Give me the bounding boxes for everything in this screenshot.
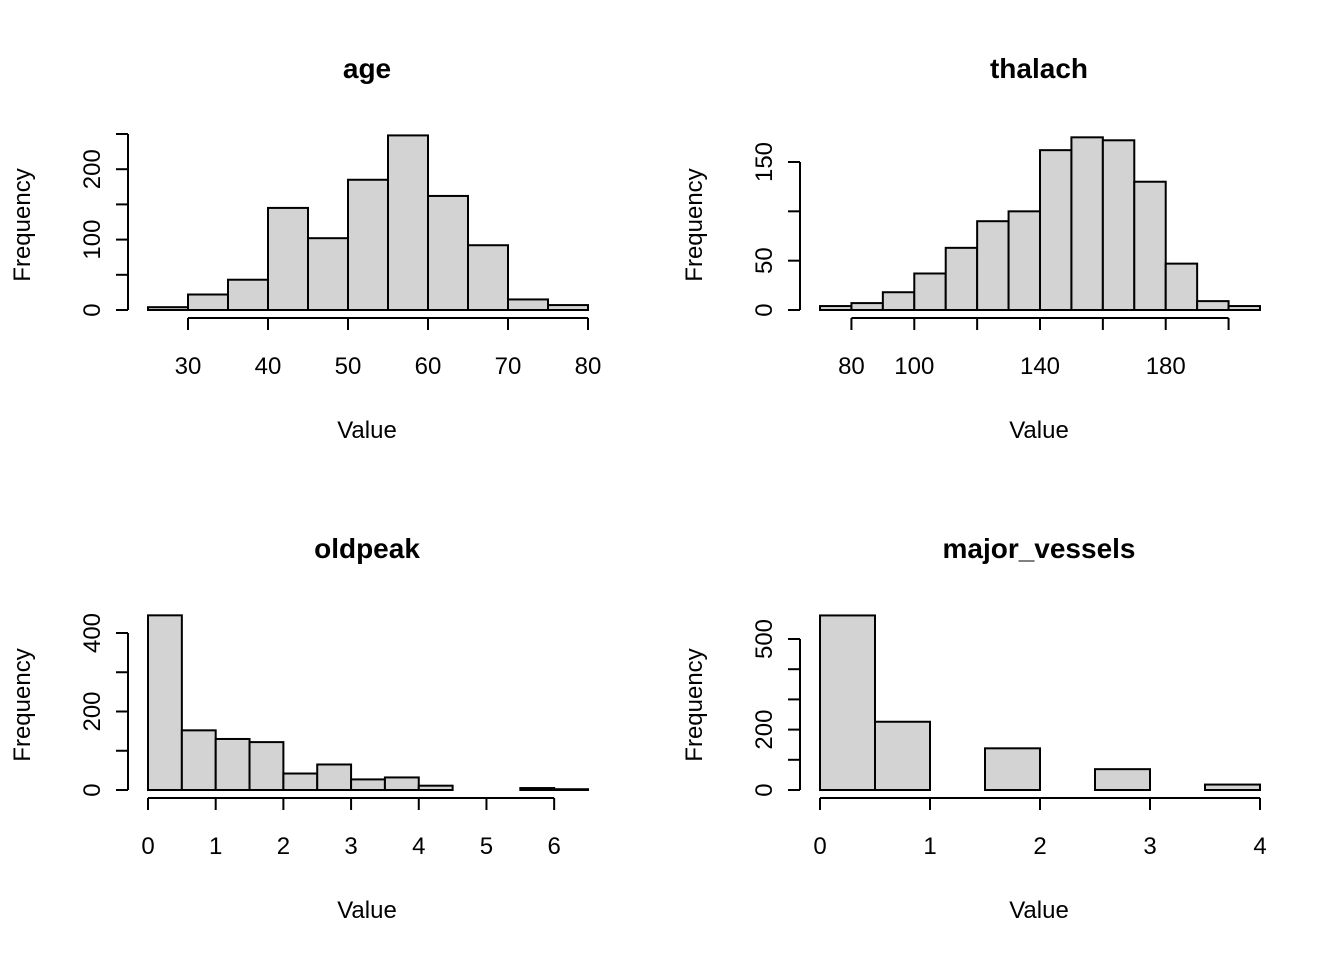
histogram-bar <box>1070 136 1104 311</box>
histogram-bar <box>507 298 549 312</box>
y-tick-label: 0 <box>751 783 778 796</box>
histogram-bar <box>383 776 420 792</box>
panel-major-vessels: major_vessels 0 1 2 3 4 0 200 500 Value Frequency <box>681 533 1267 924</box>
histogram-bar <box>984 747 1041 791</box>
histogram-bar <box>180 729 217 792</box>
y-tick-label: 500 <box>751 619 778 659</box>
histogram-bar <box>881 291 916 311</box>
y-axis-label: Frequency <box>681 648 708 761</box>
y-tick-label: 0 <box>751 303 778 316</box>
histogram-bar <box>1007 210 1041 311</box>
x-tick-label: 100 <box>894 353 934 380</box>
histogram-bar <box>227 278 269 311</box>
histogram-bar <box>1227 305 1261 312</box>
chart-title: oldpeak <box>314 533 420 564</box>
histogram-bar <box>147 306 189 311</box>
x-tick-label: 5 <box>480 833 493 860</box>
y-tick-label: 200 <box>79 691 106 731</box>
y-tick-label: 150 <box>751 142 778 182</box>
histogram-bar <box>347 178 389 311</box>
x-tick-label: 4 <box>412 833 425 860</box>
panel-age: age 30 40 50 60 70 80 0 100 200 Value Frequency <box>9 53 601 444</box>
histogram-bar <box>1039 149 1073 311</box>
x-tick-label: 2 <box>1033 833 1046 860</box>
y-tick-label: 0 <box>79 783 106 796</box>
x-tick-label: 70 <box>495 353 522 380</box>
x-tick-label: 1 <box>209 833 222 860</box>
histogram-bar <box>850 302 884 311</box>
histogram-bar <box>553 788 590 792</box>
histogram-bar <box>467 244 509 311</box>
y-tick-label: 400 <box>79 613 106 653</box>
histogram-bar <box>819 305 853 312</box>
histogram-bar <box>1094 768 1151 791</box>
histogram-bar <box>1196 300 1230 311</box>
y-axis-label: Frequency <box>9 648 36 761</box>
histogram-bar <box>350 778 386 792</box>
chart-title: age <box>343 53 391 84</box>
x-axis-label: Value <box>337 897 397 924</box>
x-tick-label: 2 <box>277 833 290 860</box>
x-tick-label: 1 <box>923 833 936 860</box>
histogram-bar <box>282 772 319 792</box>
histogram-bar <box>267 206 309 311</box>
x-tick-label: 3 <box>344 833 357 860</box>
histogram-bar <box>1164 262 1199 312</box>
histogram-bar <box>874 720 931 791</box>
x-axis-label: Value <box>337 417 397 444</box>
histogram-bar <box>976 220 1010 311</box>
histogram-bar <box>187 293 229 311</box>
y-tick-label: 100 <box>79 220 106 260</box>
x-tick-label: 3 <box>1143 833 1156 860</box>
x-tick-label: 30 <box>175 353 202 380</box>
y-axis-label: Frequency <box>681 168 708 281</box>
histogram-bar <box>913 272 947 312</box>
chart-title: thalach <box>990 53 1088 84</box>
x-tick-label: 0 <box>141 833 154 860</box>
x-tick-label: 80 <box>838 353 865 380</box>
histogram-bar <box>427 194 469 311</box>
x-tick-label: 80 <box>575 353 602 380</box>
histogram-bar <box>316 763 353 791</box>
x-tick-label: 50 <box>335 353 362 380</box>
x-tick-label: 40 <box>255 353 282 380</box>
histogram-bar <box>1204 783 1261 792</box>
y-tick-label: 50 <box>751 247 778 274</box>
x-tick-label: 140 <box>1020 353 1060 380</box>
histogram-bar <box>214 737 251 791</box>
y-tick-label: 200 <box>79 149 106 189</box>
histogram-bar <box>147 614 183 792</box>
panel-thalach: thalach 80 100 140 180 0 50 150 Value Frequency <box>681 53 1261 444</box>
panel-oldpeak: oldpeak 0 1 2 3 4 5 6 0 200 400 Value Frequency <box>9 533 590 924</box>
x-tick-label: 180 <box>1146 353 1186 380</box>
x-tick-label: 60 <box>415 353 442 380</box>
histogram-bar <box>417 784 454 791</box>
chart-title: major_vessels <box>942 533 1135 564</box>
histogram-bar <box>248 741 285 791</box>
histogram-bar <box>307 237 349 311</box>
histogram-bar <box>944 246 979 311</box>
y-axis-label: Frequency <box>9 168 36 281</box>
y-tick-label: 200 <box>751 710 778 750</box>
histogram-bar <box>1133 180 1167 311</box>
y-tick-label: 0 <box>79 303 106 316</box>
histogram-bar <box>547 304 589 311</box>
x-axis-label: Value <box>1009 897 1069 924</box>
histogram-bar <box>387 134 429 311</box>
histogram-bar <box>1101 139 1136 311</box>
x-tick-label: 6 <box>547 833 560 860</box>
histogram-bar <box>819 614 876 791</box>
x-axis-label: Value <box>1009 417 1069 444</box>
x-tick-label: 4 <box>1253 833 1266 860</box>
histogram-bar <box>519 787 556 791</box>
x-tick-label: 0 <box>813 833 826 860</box>
